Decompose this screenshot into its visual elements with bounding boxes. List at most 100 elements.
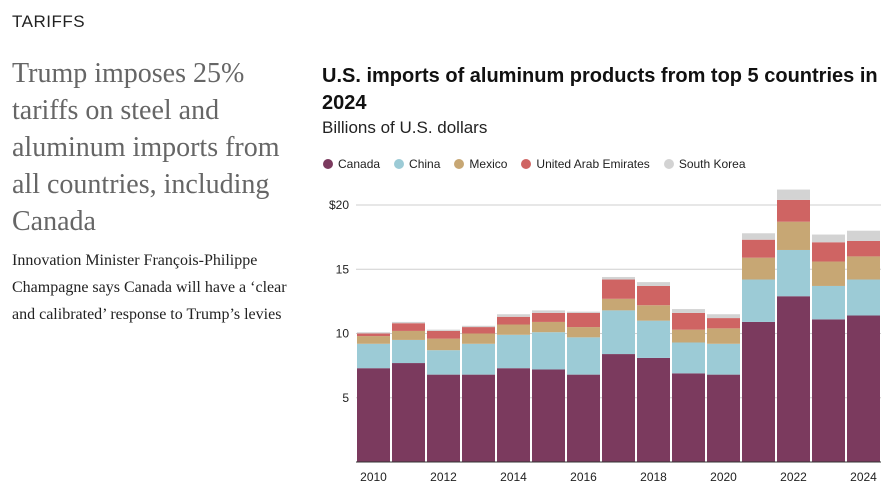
bar-segment-china-2013 [462, 343, 495, 375]
bar-segment-china-2012 [427, 350, 460, 375]
x-tick-label: 2018 [640, 470, 667, 484]
x-tick-label: 2016 [570, 470, 597, 484]
bar-segment-china-2022 [777, 249, 810, 297]
legend-swatch [521, 159, 532, 169]
article-dek: Innovation Minister François-Philippe Ch… [12, 252, 287, 323]
bar-segment-united-arab-emirates-2016 [567, 312, 600, 328]
bar-segment-canada-2018 [637, 357, 670, 462]
bar-segment-china-2024 [847, 279, 880, 316]
bar-segment-canada-2010 [357, 368, 390, 462]
bar-segment-china-2015 [532, 332, 565, 370]
chart-legend: Canada China Mexico United Arab Emirates Sou… [323, 157, 746, 171]
bar-segment-mexico-2019 [672, 329, 705, 343]
bar-segment-united-arab-emirates-2018 [637, 285, 670, 306]
bar-segment-mexico-2010 [357, 336, 390, 344]
bar-segment-china-2020 [707, 343, 740, 375]
bar-segment-china-2019 [672, 342, 705, 374]
bar-segment-canada-2021 [742, 321, 775, 462]
x-tick-label: 2024 [850, 470, 877, 484]
bar-segment-south-korea-2015 [532, 310, 565, 313]
legend-item-south-korea: South Korea [663, 157, 746, 171]
x-tick-label: 2014 [500, 470, 527, 484]
bar-segment-united-arab-emirates-2017 [602, 279, 635, 299]
legend-label: United Arab Emirates [536, 157, 650, 171]
article-headline[interactable]: Trump imposes 25% tariffs on steel and a… [12, 58, 280, 237]
bar-segment-south-korea-2013 [462, 325, 495, 328]
bar-segment-mexico-2021 [742, 257, 775, 280]
x-tick-label: 2012 [430, 470, 457, 484]
bar-segment-china-2021 [742, 279, 775, 322]
bar-segment-mexico-2016 [567, 327, 600, 338]
legend-item-china: China [394, 157, 440, 171]
bar-segment-south-korea-2014 [497, 314, 530, 317]
legend-swatch [394, 159, 405, 169]
bar-segment-canada-2016 [567, 374, 600, 462]
bar-segment-china-2023 [812, 285, 845, 320]
bar-segment-united-arab-emirates-2014 [497, 316, 530, 325]
bar-segment-mexico-2018 [637, 305, 670, 321]
y-tick-label: 10 [336, 327, 350, 341]
bar-segment-south-korea-2010 [357, 332, 390, 334]
bar-segment-china-2016 [567, 337, 600, 375]
bar-segment-united-arab-emirates-2015 [532, 312, 565, 322]
bar-segment-china-2017 [602, 310, 635, 355]
bar-segment-mexico-2011 [392, 330, 425, 340]
bar-segment-mexico-2017 [602, 298, 635, 311]
x-tick-label: 2022 [780, 470, 807, 484]
bar-segment-mexico-2022 [777, 221, 810, 250]
legend-label: South Korea [678, 157, 746, 171]
bar-segment-canada-2023 [812, 319, 845, 462]
bar-segment-united-arab-emirates-2023 [812, 242, 845, 262]
legend-swatch [454, 159, 465, 169]
bar-segment-china-2010 [357, 343, 390, 369]
legend-item-united-arab-emirates: United Arab Emirates [521, 157, 650, 171]
bar-segment-mexico-2024 [847, 256, 880, 280]
legend-item-mexico: Mexico [454, 157, 507, 171]
bar-segment-mexico-2023 [812, 261, 845, 286]
bar-segment-mexico-2013 [462, 333, 495, 344]
bar-segment-south-korea-2019 [672, 309, 705, 313]
bar-segment-united-arab-emirates-2013 [462, 327, 495, 334]
bar-segment-united-arab-emirates-2022 [777, 199, 810, 222]
bar-segment-china-2011 [392, 339, 425, 364]
bar-segment-united-arab-emirates-2024 [847, 240, 880, 257]
bar-segment-united-arab-emirates-2012 [427, 330, 460, 339]
legend-label: China [409, 157, 441, 171]
bar-segment-mexico-2012 [427, 338, 460, 351]
bar-segment-south-korea-2016 [567, 311, 600, 313]
bar-segment-south-korea-2017 [602, 276, 635, 280]
legend-label: Canada [338, 157, 381, 171]
chart-subtitle: Billions of U.S. dollars [322, 118, 488, 137]
bar-segment-south-korea-2021 [742, 233, 775, 240]
bar-segment-south-korea-2011 [392, 321, 425, 324]
bar-segment-south-korea-2018 [637, 282, 670, 286]
bar-segment-canada-2022 [777, 296, 810, 462]
bar-segment-canada-2013 [462, 374, 495, 462]
bar-segment-canada-2011 [392, 363, 425, 462]
bar-segment-canada-2024 [847, 315, 880, 462]
bar-segment-south-korea-2023 [812, 234, 845, 243]
bar-segment-mexico-2020 [707, 328, 740, 344]
bar-segment-united-arab-emirates-2021 [742, 239, 775, 258]
y-tick-label: 15 [336, 262, 350, 276]
bar-segment-canada-2019 [672, 373, 705, 462]
bar-segment-south-korea-2024 [847, 230, 880, 241]
chart-title: U.S. imports of aluminum products from t… [322, 65, 878, 114]
x-tick-label: 2010 [360, 470, 387, 484]
bar-segment-canada-2012 [427, 374, 460, 462]
bar-segment-china-2018 [637, 320, 670, 358]
bar-segment-mexico-2015 [532, 321, 565, 333]
bar-segment-united-arab-emirates-2011 [392, 323, 425, 331]
x-tick-label: 2020 [710, 470, 737, 484]
bar-segment-south-korea-2020 [707, 314, 740, 319]
bar-segment-canada-2017 [602, 354, 635, 462]
bar-segment-canada-2015 [532, 369, 565, 462]
bar-segment-south-korea-2022 [777, 189, 810, 200]
section-label[interactable]: TARIFFS [12, 12, 86, 31]
bar-segment-mexico-2014 [497, 324, 530, 335]
bar-segment-canada-2020 [707, 374, 740, 462]
bar-segment-canada-2014 [497, 368, 530, 462]
bar-segment-united-arab-emirates-2019 [672, 312, 705, 330]
y-tick-label: $20 [329, 198, 349, 212]
